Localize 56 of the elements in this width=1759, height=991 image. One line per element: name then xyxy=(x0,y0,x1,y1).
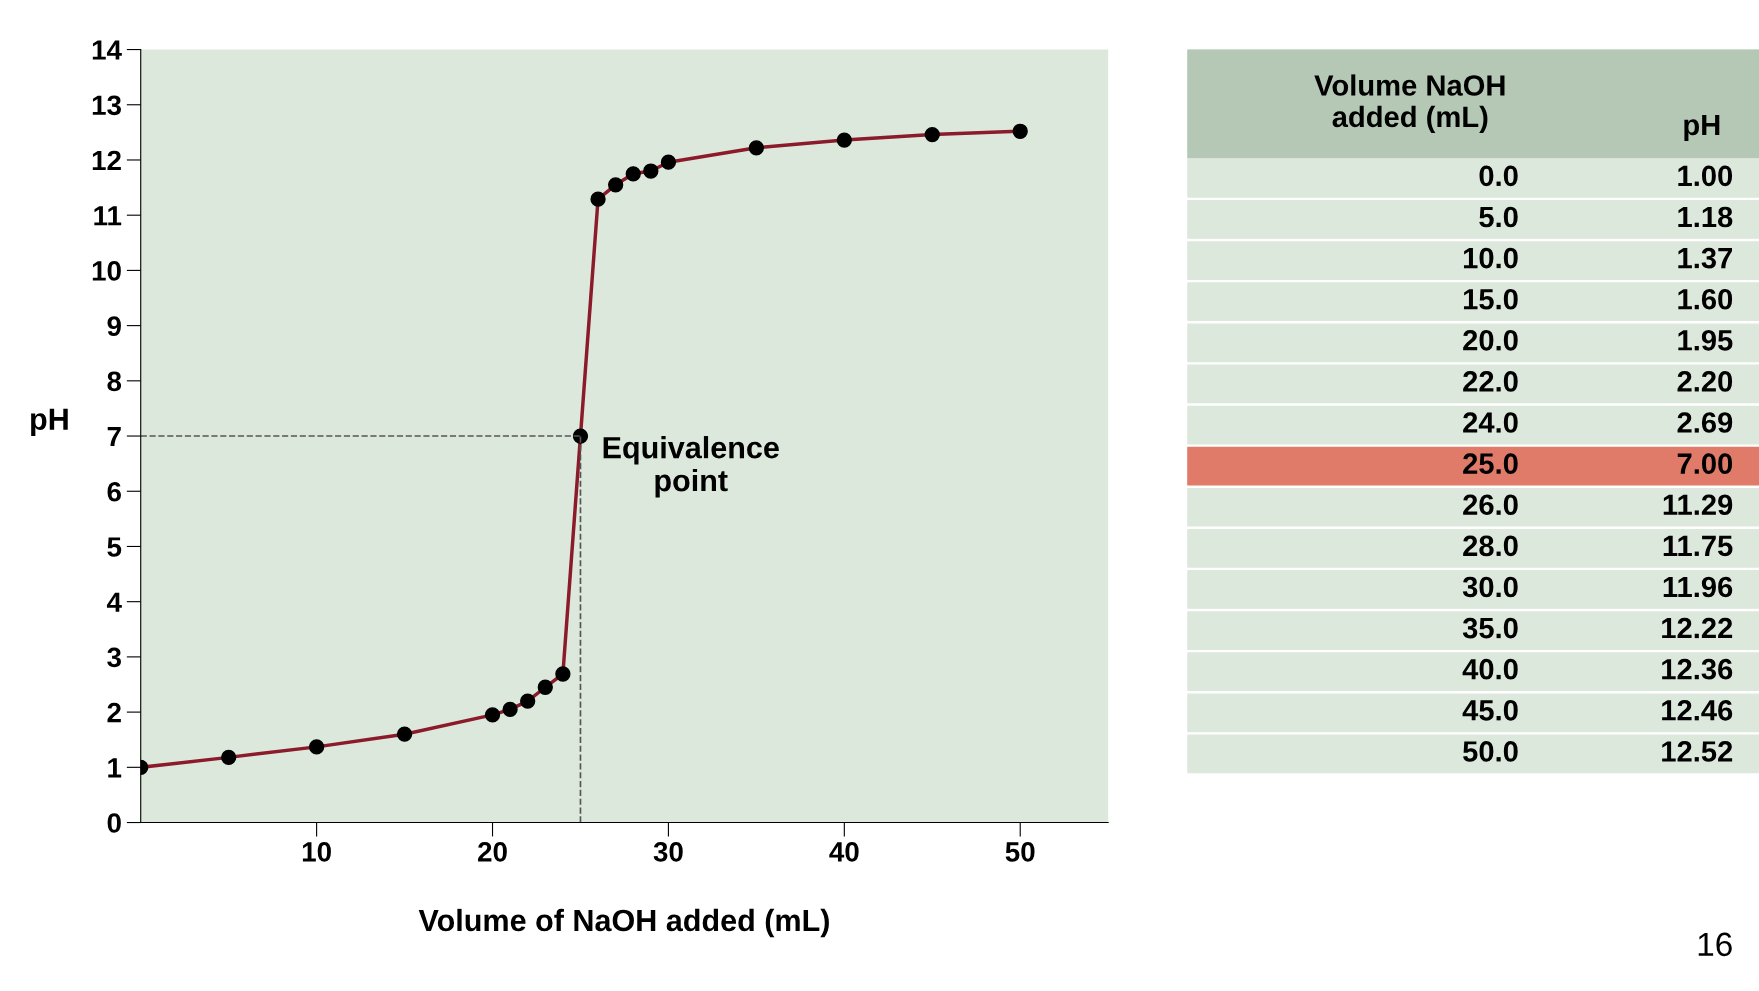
text: 7.00 xyxy=(1677,453,1733,474)
y-tick-label: 0 xyxy=(107,813,121,833)
y-tick-label: 2 xyxy=(107,702,121,723)
text: Volume NaOH added (mL) xyxy=(1314,74,1505,133)
y-tick-label: 5 xyxy=(107,537,122,557)
text: 0.0 xyxy=(1479,165,1518,187)
y-tick-label: 3 xyxy=(107,647,121,668)
text: 40.0 xyxy=(1462,658,1518,680)
text: 30.0 xyxy=(1462,576,1518,598)
y-axis-title: pH xyxy=(31,408,68,437)
text: 1.95 xyxy=(1678,329,1733,351)
text: 11.29 xyxy=(1663,494,1733,516)
text: 11.75 xyxy=(1663,535,1733,557)
y-tick-label: 10 xyxy=(92,261,121,281)
text: 12.52 xyxy=(1662,741,1733,762)
text: 2.69 xyxy=(1677,412,1733,433)
text: 25.0 xyxy=(1463,453,1518,474)
y-tick-label: 8 xyxy=(107,371,122,392)
text: 26.0 xyxy=(1463,494,1518,516)
text: 2.20 xyxy=(1677,371,1733,392)
text: 45.0 xyxy=(1462,699,1518,721)
y-tick-label: 6 xyxy=(107,481,121,502)
text: 12.22 xyxy=(1662,617,1733,639)
text: 28.0 xyxy=(1463,535,1518,557)
text: 15.0 xyxy=(1463,288,1518,310)
y-tick-label: 9 xyxy=(107,316,121,336)
text: 10.0 xyxy=(1463,247,1518,269)
text: 50.0 xyxy=(1463,741,1518,762)
text: 5.0 xyxy=(1479,206,1518,228)
text: 1.60 xyxy=(1678,288,1733,310)
text: 1.00 xyxy=(1678,165,1733,187)
text: 24.0 xyxy=(1463,412,1518,433)
annotation: Equivalence point xyxy=(603,436,779,498)
text: 1.18 xyxy=(1678,206,1733,228)
text: 20.0 xyxy=(1463,329,1518,351)
text: 35.0 xyxy=(1462,617,1518,639)
x-tick-label: 50 xyxy=(1005,842,1035,862)
x-tick-label: 10 xyxy=(302,842,331,862)
text: 11.96 xyxy=(1663,576,1733,598)
x-tick-label: 30 xyxy=(653,842,683,862)
text: 22.0 xyxy=(1463,371,1518,392)
y-tick-label: 12 xyxy=(92,150,121,171)
y-tick-label: 7 xyxy=(107,426,121,447)
y-tick-label: 13 xyxy=(92,95,121,116)
y-tick-label: 4 xyxy=(106,592,122,612)
y-tick-label: 14 xyxy=(92,40,122,60)
text: 12.46 xyxy=(1662,699,1733,721)
x-tick-label: 20 xyxy=(478,842,507,862)
text: 12.36 xyxy=(1662,658,1733,680)
y-tick-label: 1 xyxy=(108,758,122,778)
text: 16 xyxy=(1698,932,1732,957)
x-tick-label: 40 xyxy=(829,842,859,862)
text: 1.37 xyxy=(1678,247,1732,269)
y-tick-label: 11 xyxy=(94,206,122,226)
text: pH xyxy=(1684,114,1720,142)
x-axis-title: Volume of NaOH added (mL) xyxy=(418,908,829,938)
